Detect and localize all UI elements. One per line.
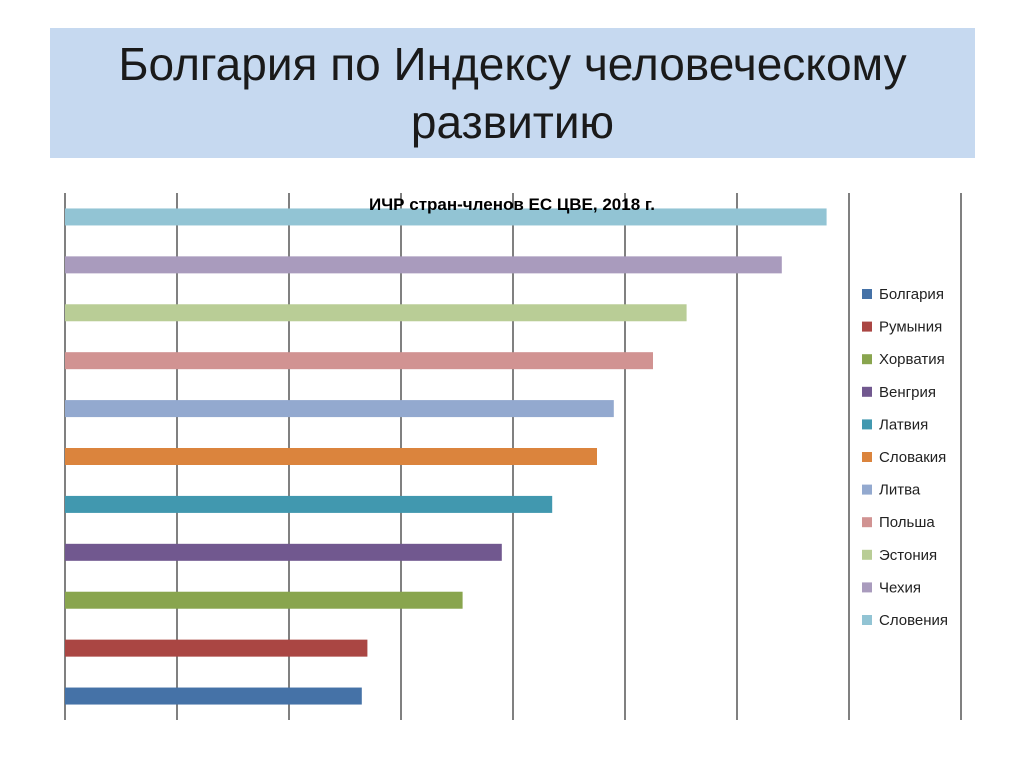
legend-swatch [862, 549, 872, 560]
bar-3 [65, 591, 463, 609]
legend-swatch [862, 354, 872, 365]
slide-header: Болгария по Индексу человеческому развит… [50, 28, 975, 158]
bar-10 [65, 256, 782, 274]
bar-5 [65, 495, 553, 513]
bar-2 [65, 639, 368, 657]
bar-8 [65, 352, 653, 370]
legend-swatch [862, 386, 872, 397]
bar-1 [65, 687, 362, 705]
legend-label: Польша [879, 514, 935, 531]
legend-label: Хорватия [879, 351, 945, 368]
legend-label: Словения [879, 612, 948, 629]
legend-swatch [862, 289, 872, 299]
legend-swatch [862, 321, 872, 332]
legend-label: Литва [879, 482, 921, 499]
legend-swatch [862, 517, 872, 528]
legend-label: Словакия [879, 449, 946, 466]
slide-title: Болгария по Индексу человеческому развит… [118, 38, 907, 148]
legend-swatch [862, 582, 872, 593]
bar-11 [65, 208, 827, 226]
bar-7 [65, 400, 614, 418]
chart-title: ИЧР стран-членов ЕС ЦВЕ, 2018 г. [369, 195, 655, 214]
legend-swatch [862, 452, 872, 462]
bar-4 [65, 543, 502, 561]
legend-label: Румыния [879, 319, 942, 336]
legend-label: Чехия [879, 579, 921, 596]
legend-label: Латвия [879, 416, 928, 433]
bar-9 [65, 304, 687, 322]
legend-swatch [862, 419, 872, 430]
legend-swatch [862, 615, 872, 625]
legend-label: Эстония [879, 547, 937, 564]
legend-label: Болгария [879, 286, 944, 303]
bars [65, 208, 827, 705]
legend-label: Венгрия [879, 384, 936, 401]
bar-6 [65, 448, 597, 465]
legend: Болгария Румыния Хорватия Венгрия Латвия Слов… [862, 286, 948, 629]
legend-swatch [862, 484, 872, 495]
